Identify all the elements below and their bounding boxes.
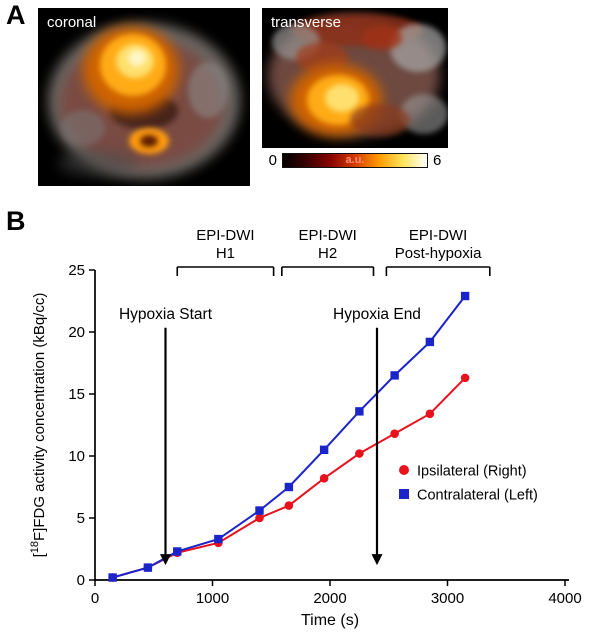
coronal-image-label: coronal [47,14,97,31]
x-axis-label: Time (s) [301,612,359,629]
data-point [284,482,294,492]
colorbar-units-label: a.u. [345,154,365,166]
bracket-label-line1: EPI-DWI [196,227,254,244]
transverse-image-art [262,8,448,148]
y-tick-label: 25 [68,262,85,279]
arrowhead [371,554,383,566]
bracket-label-line1: EPI-DWI [298,227,356,244]
data-point [284,501,294,510]
legend-label: Contralateral (Left) [417,488,538,504]
x-tick-label: 0 [91,590,99,607]
x-tick-label: 1000 [196,590,229,607]
colorbar-max-label: 6 [433,151,442,169]
bracket-label-line2: H1 [216,245,235,262]
fdg-activity-chart: 0 1000 2000 3000 4000 0 5 10 15 20 25 Time (s) [18F]… [29,227,582,629]
series-contralateral-left [108,291,470,582]
coronal-image-art [38,8,250,186]
data-point [425,409,435,419]
data-point [108,573,117,582]
bracket-label-line2: H2 [318,245,337,262]
data-point [390,371,399,380]
data-point [173,547,182,556]
y-tick-label: 20 [68,324,85,341]
data-point [460,291,470,301]
transverse-image-label: transverse [271,14,342,31]
legend-marker [399,465,409,475]
data-point [319,445,329,454]
y-tick-label: 0 [77,572,85,589]
y-axis-label: [18F]FDG activity concentration (kBq/cc) [29,293,48,558]
panel-b-label: B [6,206,26,236]
annotation-label: Hypoxia End [333,306,421,323]
panel-a-label: A [6,0,26,30]
colorbar-gradient: a.u. [282,152,428,168]
colorbar-min-label: 0 [268,151,277,169]
annotation-hypoxia-end: Hypoxia End [333,306,421,566]
data-point [319,474,329,483]
legend-marker [399,489,409,499]
x-tick-label: 4000 [548,590,581,607]
data-point [214,534,223,544]
coronal-image: coronal [38,8,250,186]
transverse-image: transverse [262,8,448,148]
y-tick-label: 10 [68,448,85,465]
chart-axes: 0 1000 2000 3000 4000 0 5 10 15 20 25 Time (s) [18F]… [29,262,582,629]
annotation-label: Hypoxia Start [119,306,213,323]
legend-label: Ipsilateral (Right) [417,464,527,480]
data-point [355,407,364,416]
x-tick-label: 3000 [431,590,464,607]
y-tick-label: 5 [77,510,85,527]
data-point [255,513,264,523]
data-point [255,506,264,515]
bracket-label-line1: EPI-DWI [409,227,467,244]
data-point [425,337,435,347]
bracket-label-line2: Post-hypoxia [395,245,482,262]
data-point [460,373,470,383]
data-point [355,449,364,458]
series-ipsilateral-right [108,373,470,582]
colorbar: 0 a.u. 6 [262,150,448,170]
y-tick-label: 15 [68,386,85,403]
legend: Ipsilateral (Right) Contralateral (Left) [399,464,538,504]
annotation-hypoxia-start: Hypoxia Start [119,306,213,566]
data-point [143,563,153,572]
arrowhead [160,554,171,566]
data-point [390,429,399,438]
x-tick-label: 2000 [313,590,346,607]
